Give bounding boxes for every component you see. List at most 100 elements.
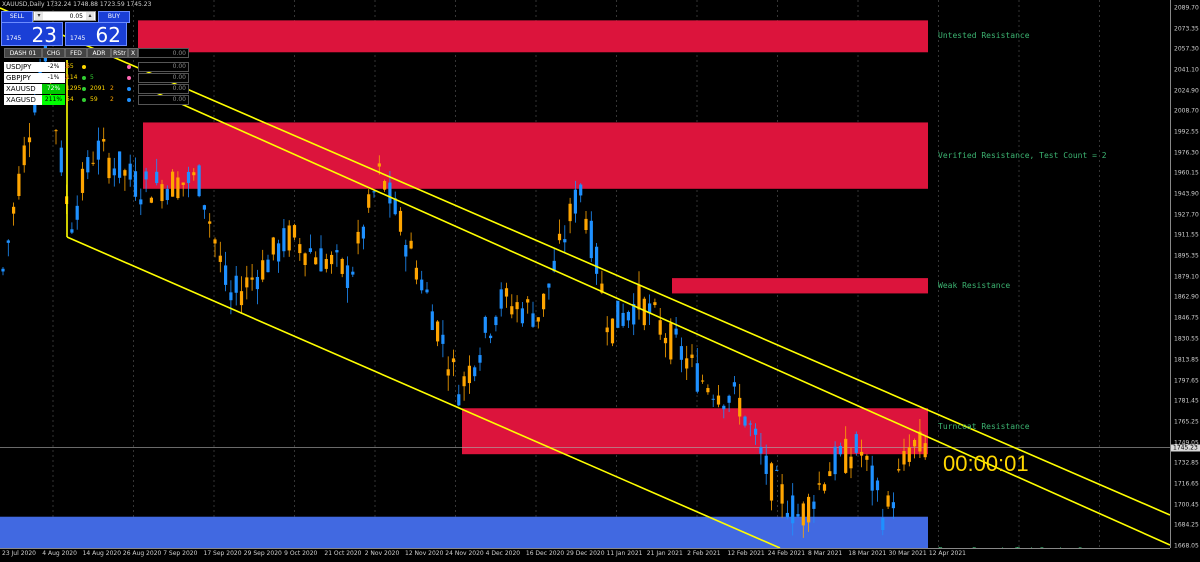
buy-button[interactable]: BUY (98, 11, 130, 23)
zone-label: Verified Resistance, Test Count = 2 (938, 150, 1107, 160)
candle-body (886, 495, 890, 507)
dashboard-symbol: GBPJPY (4, 73, 42, 83)
price-tick-label: 1813.85 (1174, 356, 1199, 364)
sell-quote[interactable]: 1745 23 (1, 22, 63, 47)
candle-body (208, 221, 212, 224)
candle-body (17, 173, 21, 197)
candle-body (584, 218, 588, 230)
price-chart[interactable] (0, 0, 1170, 548)
candle-body (557, 233, 562, 241)
sell-button[interactable]: SELL (1, 11, 33, 23)
candle-body (457, 394, 461, 406)
candle-body (844, 438, 848, 473)
candle-body (653, 302, 657, 306)
zone-rect (672, 278, 928, 294)
dashboard-rstr-dot (127, 65, 131, 69)
candle-body (579, 184, 583, 196)
candle-body (446, 369, 450, 376)
candle-body (319, 248, 323, 272)
time-tick-label: 9 Oct 2020 (284, 550, 318, 557)
price-tick-label: 1700.45 (1174, 501, 1199, 509)
dashboard-header-input[interactable]: 0.00 (138, 48, 189, 58)
dashboard-title-tab[interactable]: DASH 01 (4, 48, 42, 58)
dashboard-adr-value: 5 (90, 74, 94, 81)
dashboard-tab-rstr[interactable]: RStr (111, 48, 128, 58)
zone-rect (0, 516, 928, 548)
candle-body (282, 228, 286, 252)
candle-body (33, 100, 37, 113)
sell-quote-prefix: 1745 (6, 35, 22, 42)
time-axis[interactable]: 23 Jul 2020 4 Aug 2020 14 Aug 2020 26 Aug 2… (0, 548, 1170, 562)
candle-body (287, 225, 291, 251)
candle-body (409, 240, 413, 249)
lot-increase-button[interactable]: ▴ (86, 12, 94, 20)
dashboard-close-button[interactable]: X (128, 48, 138, 58)
dashboard-tab-fed[interactable]: FED (65, 48, 87, 58)
candle-countdown: 00:00:01 (943, 451, 1029, 476)
time-tick-label: 12 Feb 2021 (727, 550, 765, 557)
time-tick-label: 24 Nov 2020 (445, 550, 484, 557)
price-tick-label: 1911.55 (1174, 231, 1199, 239)
time-tick-label: 18 Mar 2021 (848, 550, 887, 557)
candle-body (59, 147, 63, 173)
price-tick-label: 1716.65 (1174, 480, 1199, 488)
candle-body (271, 237, 275, 255)
lot-decrease-button[interactable]: ▾ (35, 12, 43, 20)
candle-body (658, 320, 662, 335)
price-tick-label: 2008.70 (1174, 107, 1199, 115)
buy-quote[interactable]: 1745 62 (65, 22, 127, 47)
candle-body (838, 446, 842, 455)
dashboard-fed-value: 65 (66, 63, 74, 70)
dashboard-status-dot (82, 65, 86, 69)
dashboard-row-input: 0.00 (138, 73, 189, 83)
dashboard-tab-adr[interactable]: ADR (87, 48, 111, 58)
current-price-tag: 1745.23 (1171, 444, 1200, 452)
candle-body (732, 382, 736, 387)
candle-body (361, 226, 365, 239)
channel-upper-line (0, 7, 1170, 516)
price-tick-label: 1862.90 (1174, 293, 1199, 301)
zone-rect (462, 408, 928, 455)
price-tick-label: 1668.05 (1174, 542, 1199, 550)
candle-body (547, 283, 551, 288)
buy-quote-pips: 62 (95, 23, 121, 47)
candle-body (128, 163, 132, 180)
price-tick-label: 1732.85 (1174, 459, 1199, 467)
candle-body (764, 455, 768, 474)
candle-body (833, 446, 837, 475)
candle-body (722, 405, 726, 410)
candle-body (27, 137, 32, 143)
candle-body (913, 439, 917, 447)
candle-body (791, 495, 795, 524)
price-axis[interactable]: 2089.70 2073.35 2057.30 2041.10 2024.90 2008.… (1170, 0, 1200, 550)
candle-body (902, 451, 906, 465)
candle-body (356, 231, 360, 244)
candle-body (436, 321, 440, 342)
time-tick-label: 4 Aug 2020 (42, 550, 77, 557)
candle-body (351, 271, 355, 275)
dashboard-fed-value: 114 (66, 74, 78, 81)
chart-area[interactable]: XAUUSD,Daily 1732.24 1748.88 1723.59 174… (0, 0, 1170, 548)
candle-body (139, 199, 143, 205)
dashboard-red-value: 2 (65, 74, 69, 81)
candle-body (711, 398, 715, 400)
candle-body (192, 172, 196, 176)
candle-body (377, 163, 381, 167)
candle-body (727, 395, 731, 403)
candle-body (552, 260, 556, 272)
candle-body (340, 259, 344, 274)
dashboard-status-dot (82, 87, 86, 91)
dashboard-tab-chg[interactable]: CHG (42, 48, 65, 58)
lot-size-input[interactable]: ▾ 0.05 ▴ (33, 11, 96, 21)
candle-body (870, 465, 874, 491)
candle-body (769, 463, 774, 501)
candle-body (701, 380, 705, 382)
candle-body (743, 416, 747, 426)
candle-body (218, 255, 222, 262)
candle-body (923, 443, 927, 458)
price-tick-label: 2057.30 (1174, 45, 1199, 53)
time-tick-label: 4 Dec 2020 (485, 550, 521, 557)
candle-body (785, 512, 789, 518)
candle-body (817, 483, 821, 485)
candle-body (213, 239, 217, 244)
